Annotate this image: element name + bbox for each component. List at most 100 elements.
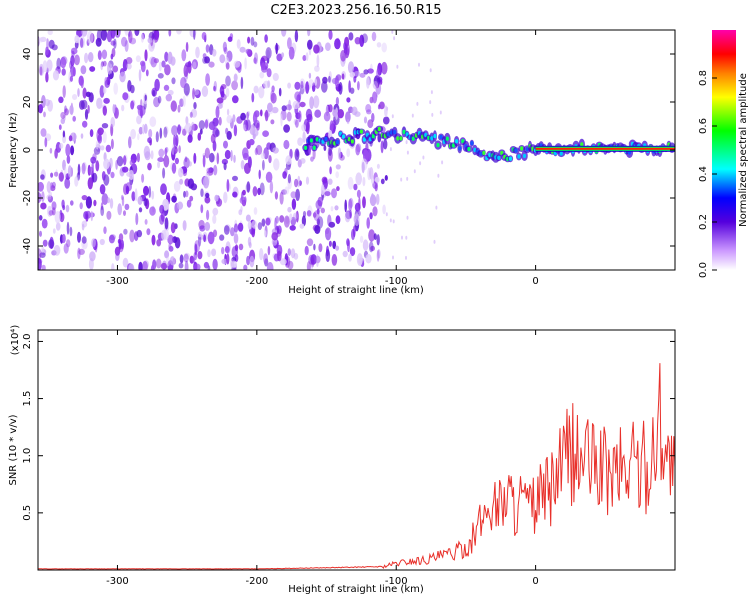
noise-blob xyxy=(400,178,402,182)
noise-blob xyxy=(294,179,298,188)
noise-blob xyxy=(301,124,306,131)
noise-blob xyxy=(103,106,107,116)
trace-core xyxy=(517,154,520,158)
noise-blob xyxy=(147,137,152,143)
noise-blob xyxy=(383,139,387,149)
noise-blob xyxy=(191,183,198,190)
noise-blob xyxy=(140,61,145,67)
noise-blob xyxy=(407,216,409,220)
noise-blob xyxy=(79,76,84,86)
noise-blob xyxy=(314,66,320,72)
noise-blob xyxy=(223,141,228,149)
noise-blob xyxy=(327,215,331,227)
noise-blob xyxy=(136,55,141,62)
noise-blob xyxy=(64,105,67,113)
noise-blob xyxy=(151,191,154,200)
noise-blob xyxy=(406,177,408,181)
noise-blob xyxy=(202,86,208,97)
noise-blob xyxy=(326,249,331,262)
noise-blob xyxy=(82,224,85,231)
noise-blob xyxy=(362,33,368,43)
noise-blob xyxy=(224,225,230,235)
noise-blob xyxy=(151,265,154,272)
noise-blob xyxy=(151,150,154,159)
noise-blob xyxy=(382,205,386,215)
noise-blob xyxy=(111,27,116,39)
noise-blob xyxy=(348,32,353,40)
noise-blob xyxy=(381,179,385,185)
noise-blob xyxy=(362,196,366,208)
noise-blob xyxy=(171,100,177,111)
trace-core xyxy=(324,137,327,141)
y-tick-label: 1.5 xyxy=(22,391,33,407)
noise-blob xyxy=(306,52,309,61)
noise-blob xyxy=(360,236,363,243)
y-tick-label: 40 xyxy=(22,48,33,61)
noise-blob xyxy=(136,115,142,124)
band-core xyxy=(536,148,675,150)
noise-blob xyxy=(244,163,251,174)
noise-blob xyxy=(77,88,80,97)
noise-blob xyxy=(246,181,250,192)
noise-blob xyxy=(310,156,314,161)
noise-blob xyxy=(180,254,184,263)
noise-blob xyxy=(377,42,382,47)
noise-blob xyxy=(47,100,53,112)
snr-x-label: Height of straight line (km) xyxy=(288,584,424,595)
noise-blob xyxy=(287,83,291,89)
noise-blob xyxy=(198,232,202,238)
noise-blob xyxy=(61,118,65,124)
noise-blob xyxy=(261,63,266,71)
noise-blob xyxy=(88,177,93,189)
noise-blob xyxy=(213,165,217,176)
noise-blob xyxy=(70,145,74,155)
noise-blob xyxy=(60,57,66,68)
noise-blob xyxy=(192,88,195,100)
noise-blob xyxy=(379,102,385,110)
noise-blob xyxy=(112,66,118,73)
trace-core xyxy=(399,136,402,140)
noise-blob xyxy=(258,222,262,230)
noise-blob xyxy=(170,256,175,265)
noise-blob xyxy=(264,34,268,43)
noise-blob xyxy=(329,166,332,174)
noise-blob xyxy=(316,254,319,267)
noise-blob xyxy=(260,183,265,196)
noise-blob xyxy=(65,144,70,157)
noise-blob xyxy=(207,249,211,257)
noise-blob xyxy=(324,191,330,196)
noise-blob xyxy=(119,72,125,83)
noise-blob xyxy=(154,79,160,92)
x-tick-label: -300 xyxy=(106,576,129,587)
noise-blob xyxy=(106,145,111,152)
noise-blob xyxy=(46,195,51,200)
noise-blob xyxy=(347,119,350,124)
trace-core xyxy=(446,137,449,141)
trace-core xyxy=(497,156,500,160)
noise-blob xyxy=(197,251,202,259)
noise-blob xyxy=(193,102,196,109)
noise-blob xyxy=(67,222,70,235)
noise-blob xyxy=(36,248,42,260)
noise-blob xyxy=(363,239,369,251)
noise-blob xyxy=(96,98,102,109)
noise-blob xyxy=(62,205,65,210)
noise-blob xyxy=(178,105,181,113)
noise-blob xyxy=(138,196,143,205)
trace-core xyxy=(342,134,345,138)
noise-blob xyxy=(40,66,43,75)
noise-blob xyxy=(303,211,306,218)
noise-blob xyxy=(367,119,373,128)
noise-blob xyxy=(156,131,159,142)
noise-blob xyxy=(205,222,211,231)
noise-blob xyxy=(74,35,79,43)
noise-blob xyxy=(441,160,443,164)
noise-blob xyxy=(318,243,322,252)
noise-blob xyxy=(328,104,333,112)
noise-blob xyxy=(78,249,85,255)
noise-blob xyxy=(62,68,66,75)
noise-blob xyxy=(59,172,64,182)
noise-blob xyxy=(146,228,150,235)
noise-blob xyxy=(259,248,263,260)
